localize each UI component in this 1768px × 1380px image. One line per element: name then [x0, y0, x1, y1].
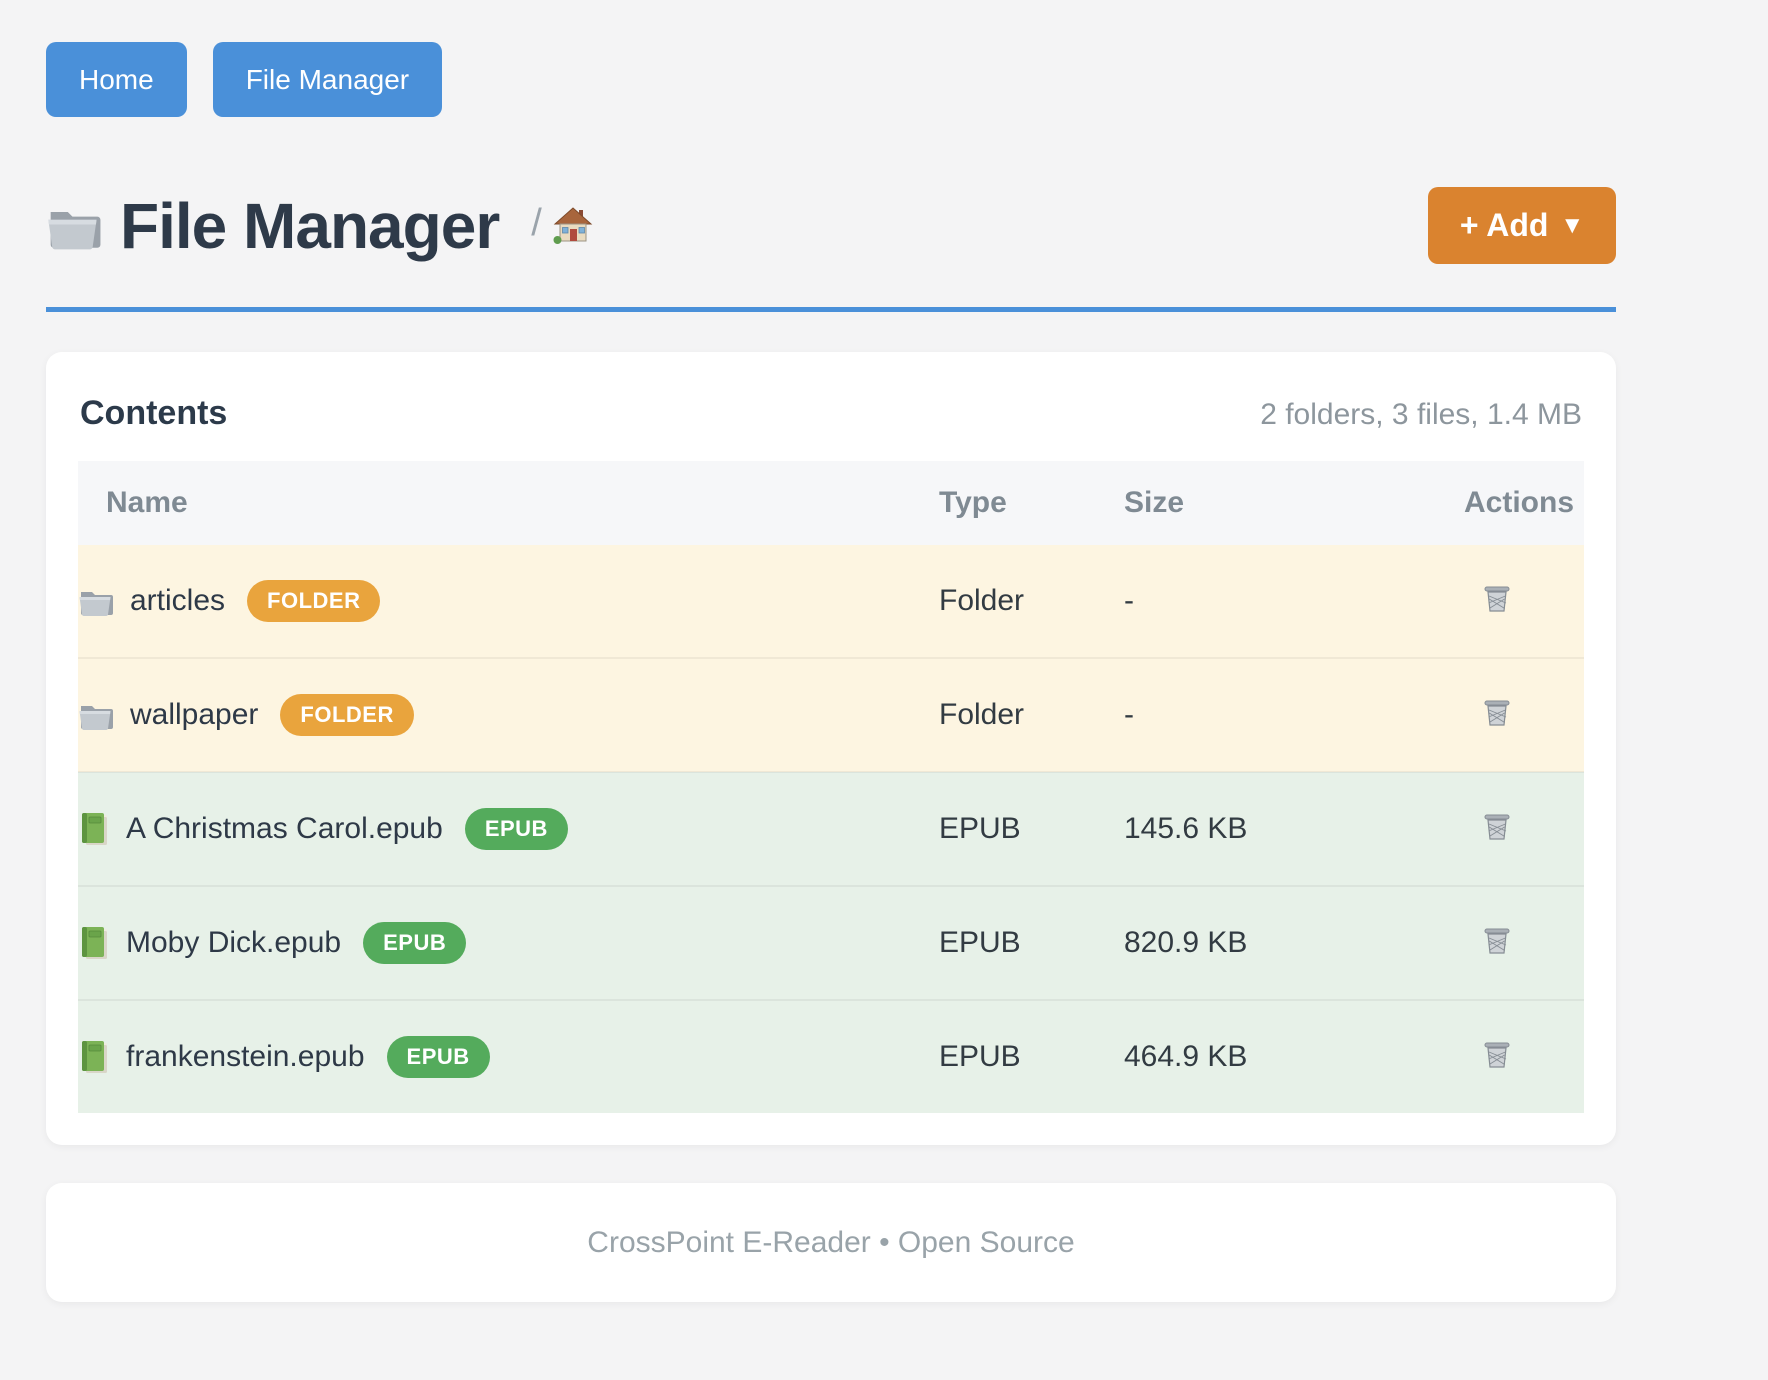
footer: CrossPoint E-Reader • Open Source [46, 1183, 1616, 1302]
file-name[interactable]: articles [130, 584, 226, 617]
add-button[interactable]: + Add ▼ [1428, 187, 1616, 264]
file-type: Folder [939, 657, 1124, 772]
column-header-name: Name [78, 461, 939, 545]
breadcrumb: / [531, 202, 594, 249]
table-row[interactable]: articles FOLDER Folder - [78, 545, 1584, 658]
file-type: Folder [939, 545, 1124, 658]
chevron-down-icon: ▼ [1560, 211, 1585, 239]
trash-icon [1480, 696, 1514, 730]
footer-text: CrossPoint E-Reader • Open Source [587, 1225, 1075, 1259]
delete-button[interactable] [1476, 1034, 1518, 1079]
folder-icon [78, 585, 114, 617]
file-type: EPUB [939, 999, 1124, 1113]
file-size: 464.9 KB [1124, 999, 1464, 1113]
type-badge: EPUB [363, 922, 467, 964]
page-header: File Manager / + Add ▼ [46, 187, 1616, 264]
nav-file-manager-button[interactable]: File Manager [212, 42, 443, 117]
type-badge: FOLDER [247, 580, 381, 622]
folder-icon [78, 699, 114, 731]
trash-icon [1480, 924, 1514, 958]
column-header-type: Type [939, 461, 1124, 545]
file-name[interactable]: A Christmas Carol.epub [126, 812, 443, 845]
book-icon [78, 811, 110, 847]
book-icon [78, 925, 110, 961]
file-name[interactable]: wallpaper [130, 698, 259, 731]
column-header-size: Size [1124, 461, 1464, 545]
breadcrumb-separator: / [531, 202, 542, 244]
type-badge: EPUB [464, 808, 568, 850]
table-row[interactable]: frankenstein.epub EPUB EPUB 464.9 KB [78, 999, 1584, 1113]
type-badge: FOLDER [280, 694, 414, 736]
file-size: - [1124, 657, 1464, 772]
top-nav: Home File Manager [46, 0, 1616, 117]
book-icon [78, 1039, 110, 1075]
home-icon[interactable] [552, 205, 594, 245]
trash-icon [1480, 582, 1514, 616]
table-row[interactable]: wallpaper FOLDER Folder - [78, 657, 1584, 772]
type-badge: EPUB [386, 1036, 490, 1078]
contents-heading: Contents [80, 394, 228, 432]
delete-button[interactable] [1476, 920, 1518, 965]
folder-icon [46, 201, 102, 251]
delete-button[interactable] [1476, 578, 1518, 623]
table-row[interactable]: A Christmas Carol.epub EPUB EPUB 145.6 K… [78, 771, 1584, 886]
file-name[interactable]: frankenstein.epub [126, 1040, 365, 1073]
file-type: EPUB [939, 771, 1124, 886]
file-table: Name Type Size Actions articles FOLDER F… [78, 461, 1584, 1113]
page-title: File Manager [120, 189, 500, 262]
trash-icon [1480, 1038, 1514, 1072]
column-header-actions: Actions [1464, 461, 1584, 545]
table-header-row: Name Type Size Actions [78, 461, 1584, 545]
file-size: 145.6 KB [1124, 771, 1464, 886]
contents-summary: 2 folders, 3 files, 1.4 MB [1260, 398, 1582, 431]
delete-button[interactable] [1476, 692, 1518, 737]
file-size: 820.9 KB [1124, 885, 1464, 1000]
file-type: EPUB [939, 885, 1124, 1000]
trash-icon [1480, 810, 1514, 844]
title-divider [46, 307, 1616, 312]
file-size: - [1124, 545, 1464, 658]
delete-button[interactable] [1476, 806, 1518, 851]
contents-card: Contents 2 folders, 3 files, 1.4 MB Name… [46, 352, 1616, 1145]
add-button-label: + Add [1459, 207, 1549, 243]
table-row[interactable]: Moby Dick.epub EPUB EPUB 820.9 KB [78, 885, 1584, 1000]
table-body: articles FOLDER Folder - wallpaper FOLDE… [78, 545, 1584, 1113]
nav-home-button[interactable]: Home [46, 42, 187, 117]
file-name[interactable]: Moby Dick.epub [126, 926, 342, 959]
